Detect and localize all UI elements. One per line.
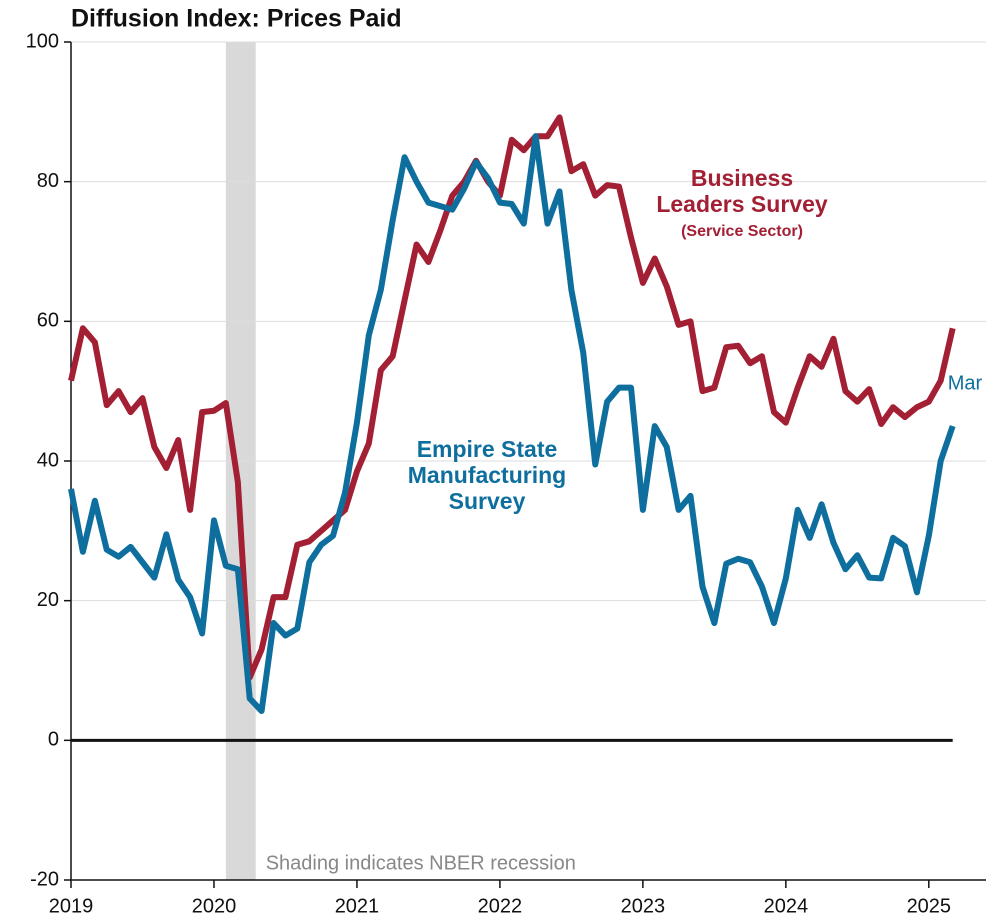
x-tick-label: 2024 <box>764 895 809 917</box>
y-tick-label: -20 <box>30 868 59 890</box>
series-label: Business <box>691 165 793 191</box>
series-label: (Service Sector) <box>681 223 803 240</box>
end-label: Mar <box>948 372 983 394</box>
chart-title: Diffusion Index: Prices Paid <box>71 5 402 33</box>
x-tick-label: 2020 <box>192 895 237 917</box>
x-tick-label: 2023 <box>621 895 666 917</box>
series-label: Empire State <box>417 436 558 462</box>
recession-note: Shading indicates NBER recession <box>266 852 576 874</box>
x-tick-label: 2021 <box>335 895 380 917</box>
y-tick-label: 100 <box>26 30 59 52</box>
y-tick-label: 0 <box>48 729 59 751</box>
line <box>68 133 956 715</box>
x-tick-label: 2022 <box>478 895 523 917</box>
x-tick-label: 2025 <box>907 895 952 917</box>
series-label: Manufacturing <box>408 462 566 488</box>
y-tick-label: 40 <box>37 449 59 471</box>
y-tick-label: 80 <box>37 170 59 192</box>
line <box>68 114 956 681</box>
y-tick-label: 20 <box>37 589 59 611</box>
series-label: Leaders Survey <box>656 191 828 217</box>
y-tick-label: 60 <box>37 310 59 332</box>
x-tick-label: 2019 <box>49 895 94 917</box>
series-label: Survey <box>449 488 526 514</box>
